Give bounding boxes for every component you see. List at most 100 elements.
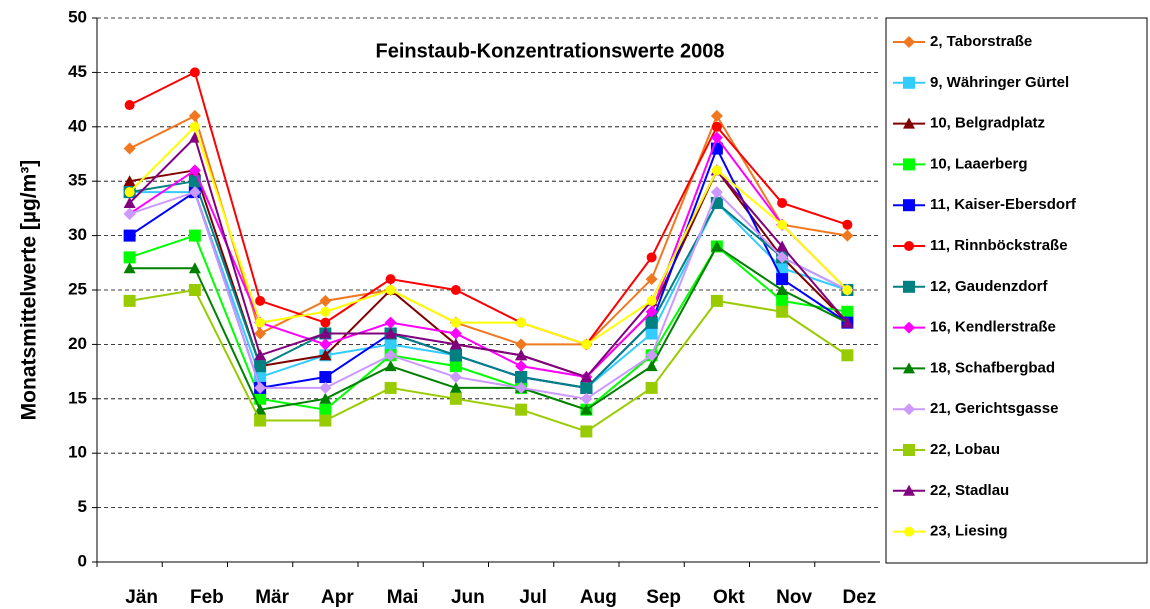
legend-box — [885, 17, 1148, 564]
legend-marker — [904, 241, 914, 251]
data-point — [580, 392, 593, 405]
x-tick-label: Nov — [776, 587, 812, 608]
data-point — [449, 392, 462, 405]
data-point — [580, 403, 593, 415]
data-point — [515, 371, 528, 384]
data-point — [645, 381, 658, 394]
data-point — [776, 240, 789, 252]
data-point — [188, 164, 201, 177]
data-point — [123, 294, 136, 307]
data-point — [384, 316, 397, 329]
legend-label: 23, Liesing — [930, 523, 1008, 540]
data-point — [581, 339, 592, 350]
legend-label: 11, Kaiser-Ebersdorf — [930, 196, 1077, 213]
y-axis-label: Monatsmittelwerte [µg/m³] — [18, 160, 41, 421]
legend-marker — [903, 321, 915, 334]
legend-marker — [904, 526, 914, 537]
legend-marker — [903, 484, 915, 496]
data-point — [645, 327, 658, 340]
data-point — [580, 381, 593, 394]
y-tick-label: 45 — [68, 62, 87, 81]
legend-label: 18, Schafbergbad — [930, 359, 1055, 376]
data-point — [776, 284, 789, 295]
data-point — [841, 229, 854, 242]
data-point — [320, 317, 331, 328]
data-point — [515, 338, 528, 351]
data-point — [449, 327, 462, 340]
data-point — [254, 349, 267, 361]
data-point — [710, 240, 723, 252]
data-point — [646, 252, 657, 263]
x-tick-label: Sep — [646, 587, 681, 608]
data-point — [254, 403, 267, 415]
y-tick-label: 35 — [68, 171, 87, 190]
data-point — [123, 262, 136, 274]
legend-marker — [903, 444, 915, 456]
data-point — [580, 425, 593, 438]
legend-label: 16, Kendlerstraße — [930, 319, 1056, 336]
data-point — [188, 229, 201, 242]
data-point — [319, 371, 332, 384]
data-point — [776, 294, 789, 307]
data-point — [450, 317, 461, 328]
legend-marker — [903, 362, 915, 374]
legend-marker — [903, 76, 915, 89]
legend-label: 21, Gerichtsgasse — [930, 400, 1058, 417]
data-point — [384, 327, 397, 339]
x-tick-label: Aug — [580, 587, 617, 608]
data-point — [645, 273, 658, 286]
data-point — [841, 316, 854, 328]
chart-title: Feinstaub-Konzentrationswerte 2008 — [376, 40, 725, 62]
y-tick-label: 30 — [68, 225, 87, 244]
series-line — [129, 234, 848, 411]
data-point — [384, 381, 397, 394]
x-tick-label: Mär — [255, 587, 289, 608]
legend-label: 2, Taborstraße — [930, 33, 1032, 50]
series-line — [129, 168, 849, 379]
data-point — [319, 338, 332, 351]
data-point — [384, 349, 397, 362]
data-point — [123, 251, 136, 264]
data-point — [777, 219, 788, 230]
y-tick-label: 15 — [68, 388, 87, 407]
data-point — [123, 229, 136, 242]
data-point — [124, 100, 135, 111]
series-line — [129, 180, 848, 389]
data-point — [320, 306, 331, 317]
y-tick-label: 50 — [68, 7, 87, 26]
data-point — [188, 109, 201, 122]
legend-label: 11, Rinnböckstraße — [930, 237, 1068, 254]
x-tick-label: Apr — [321, 587, 354, 608]
data-point — [776, 251, 789, 264]
data-point — [319, 403, 332, 416]
data-point — [645, 360, 658, 372]
data-point — [515, 360, 528, 373]
legend-label: 9, Währinger Gürtel — [930, 74, 1069, 91]
data-point — [188, 284, 201, 296]
data-point — [123, 207, 136, 220]
data-point — [711, 165, 722, 176]
data-point — [319, 381, 332, 394]
legend-marker — [903, 36, 915, 48]
data-point — [319, 327, 332, 339]
data-point — [254, 414, 267, 427]
data-point — [710, 294, 723, 307]
data-point — [842, 219, 853, 230]
legend-marker — [903, 280, 915, 293]
series-line — [129, 245, 848, 411]
data-point — [384, 338, 397, 351]
data-point — [254, 327, 267, 340]
data-point — [711, 121, 722, 132]
data-point — [515, 403, 528, 416]
legend-label: 10, Laaerberg — [930, 155, 1028, 172]
series-line — [128, 124, 849, 346]
data-point — [710, 186, 723, 199]
data-point — [188, 262, 201, 274]
data-point — [319, 414, 332, 427]
data-point — [841, 305, 854, 318]
legend-label: 22, Lobau — [930, 441, 1000, 458]
data-point — [580, 371, 593, 383]
data-point — [189, 67, 200, 78]
data-point — [255, 317, 266, 328]
data-point — [515, 381, 528, 394]
